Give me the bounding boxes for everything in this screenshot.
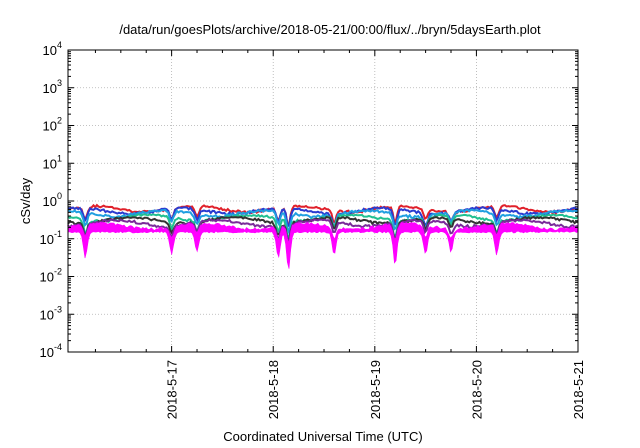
y-tick-label: 10-3 [40,304,62,322]
y-tick-label: 10-2 [40,267,62,285]
y-tick-label: 100 [43,191,62,209]
x-tick-labels: 2018-5-17 2018-5-18 2018-5-19 2018-5-20 2018… [165,360,586,419]
y-tick-label: 102 [43,116,62,134]
x-tick-label: 2018-5-17 [165,360,180,419]
grid [68,50,578,352]
y-tick-label: 101 [43,153,62,171]
series-group [67,203,579,269]
x-axis-label: Coordinated Universal Time (UTC) [223,429,422,444]
x-tick-label: 2018-5-20 [469,360,484,419]
series-line [67,205,579,228]
series-line [67,208,579,237]
x-tick-label: 2018-5-19 [368,360,383,419]
y-tick-label: 103 [43,78,62,96]
series-band [67,221,579,269]
x-tick-label: 2018-5-18 [266,360,281,419]
y-tick-label: 10-4 [40,342,62,360]
y-tick-label: 104 [43,40,62,58]
y-axis-label: cSv/day [18,177,33,224]
series-line [67,213,579,241]
x-tick-label: 2018-5-21 [571,360,586,419]
ticks [68,49,579,353]
y-tick-label: 10-1 [40,229,62,247]
chart-title: /data/run/goesPlots/archive/2018-05-21/0… [119,22,541,37]
y-tick-labels: 104 103 102 101 100 10-1 10-2 10-3 10-4 [40,40,62,360]
